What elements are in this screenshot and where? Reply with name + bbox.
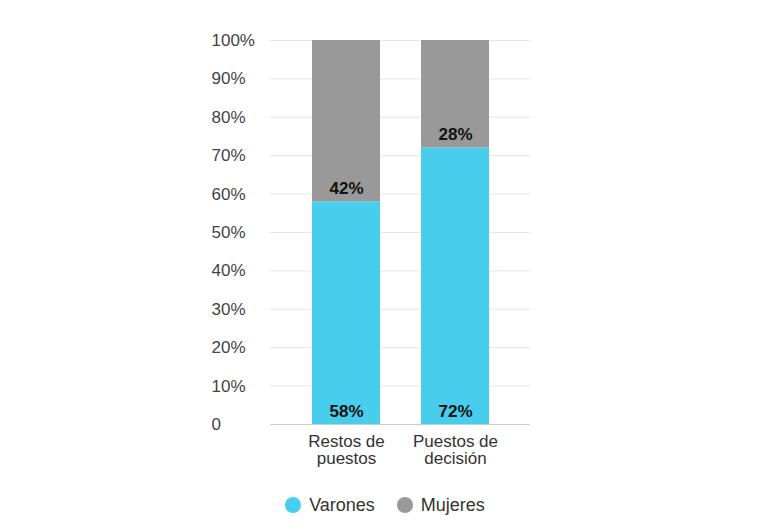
- svg-text:Restos depuestos: Restos depuestos: [308, 432, 385, 468]
- svg-text:100%: 100%: [212, 31, 255, 50]
- svg-text:30%: 30%: [212, 300, 246, 319]
- html-text:Varones: Varones: [309, 494, 375, 515]
- svg-text:42%: 42%: [329, 179, 363, 198]
- svg-text:10%: 10%: [212, 377, 246, 396]
- html-text:Mujeres: Mujeres: [420, 494, 485, 515]
- svg-text:90%: 90%: [212, 69, 246, 88]
- svg-text:50%: 50%: [212, 223, 246, 242]
- svg-text:40%: 40%: [212, 261, 246, 280]
- svg-text:60%: 60%: [212, 185, 246, 204]
- svg-text:58%: 58%: [329, 402, 363, 421]
- svg-text:80%: 80%: [212, 108, 246, 127]
- svg-text:Puestos dedecisión: Puestos dedecisión: [413, 432, 498, 468]
- svg-text:20%: 20%: [212, 338, 246, 357]
- svg-text:0: 0: [212, 415, 221, 434]
- svg-text:72%: 72%: [438, 402, 472, 421]
- svg-text:28%: 28%: [438, 125, 472, 144]
- svg-text:70%: 70%: [212, 146, 246, 165]
